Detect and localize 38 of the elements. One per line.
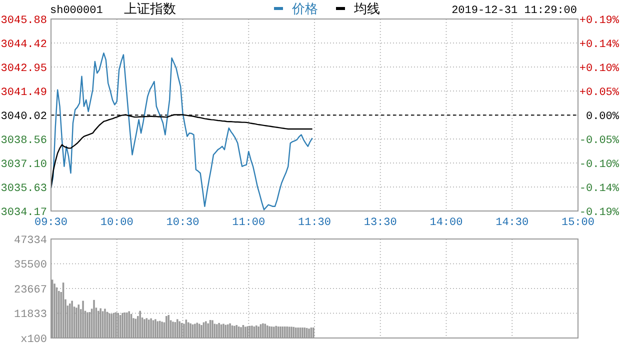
y-tick-label: 35500 <box>14 260 47 272</box>
y-tick-label: 47334 <box>14 234 48 247</box>
chart-title: 上证指数 <box>124 2 176 17</box>
line-series <box>50 52 313 210</box>
y-tick-label: 3040.02 <box>0 110 47 123</box>
y-tick-label: 3035.63 <box>0 182 47 195</box>
x-tick-label: 09:30 <box>34 217 68 229</box>
y2-tick-label: -0.14% <box>579 182 620 195</box>
y-tick-label: 3034.17 <box>0 206 47 219</box>
x-tick-label: 11:00 <box>232 217 266 229</box>
x-tick-label: 10:30 <box>166 217 200 229</box>
y-tick-label: 11833 <box>14 309 47 322</box>
chart-subtitle: sh000001 <box>50 5 104 17</box>
x-tick-label: 15:00 <box>561 217 595 229</box>
y2-tick-label: +0.19% <box>579 14 620 27</box>
x-tick-label: 10:00 <box>100 217 134 229</box>
y-tick-label: 3045.88 <box>0 14 47 27</box>
y-tick-label: x100 <box>20 334 47 344</box>
y-tick-label: 3044.42 <box>0 38 47 51</box>
y2-tick-label: +0.10% <box>579 62 620 75</box>
y2-tick-label: +0.05% <box>579 86 620 99</box>
text: 2019-12-31 11:29:00 <box>452 5 577 17</box>
y-tick-label: 3041.49 <box>0 86 47 99</box>
y-tick-label: 23667 <box>14 284 47 296</box>
x-tick-label: 13:30 <box>364 217 397 229</box>
y2-tick-label: +0.14% <box>579 38 620 51</box>
legend-label: 均线 <box>353 2 380 17</box>
y-tick-label: 3038.56 <box>0 134 47 147</box>
y2-tick-label: -0.10% <box>579 158 620 171</box>
y-tick-label: 3042.95 <box>0 62 47 75</box>
y2-tick-label: 0.00% <box>586 110 620 123</box>
y-tick-label: 3037.10 <box>0 158 47 171</box>
x-tick-label: 14:00 <box>430 217 463 229</box>
y2-tick-label: -0.05% <box>579 134 620 147</box>
x-tick-label: 11:30 <box>298 217 332 229</box>
legend-label: 价格 <box>291 2 318 17</box>
y2-tick-label: -0.19% <box>579 206 620 219</box>
x-tick-label: 14:30 <box>496 217 529 229</box>
